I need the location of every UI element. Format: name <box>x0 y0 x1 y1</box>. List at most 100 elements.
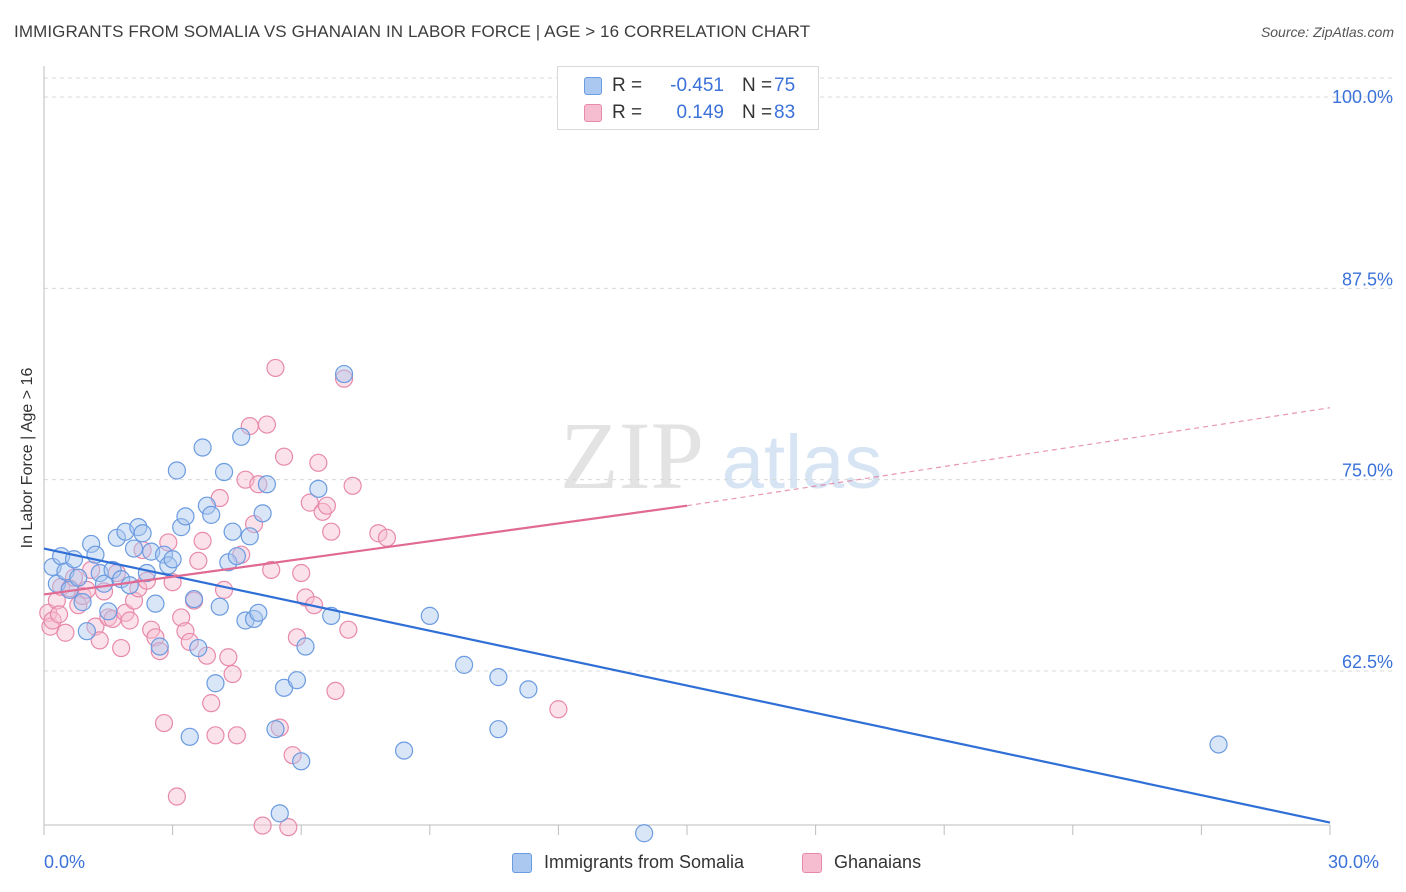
ghanaians-point <box>300 493 319 512</box>
gridlines <box>44 77 1392 672</box>
ghanaians-point <box>343 476 362 495</box>
somalia-point <box>154 545 174 564</box>
somalia-point <box>232 427 251 446</box>
series-swatch-blue <box>512 852 532 873</box>
ghanaians-point <box>339 620 358 639</box>
somalia-point <box>202 505 221 524</box>
somalia-point <box>77 622 96 641</box>
trend-lines <box>43 407 1331 824</box>
x-tick-label-max: 30.0% <box>1328 852 1380 872</box>
somalia-point <box>120 576 139 595</box>
somalia-point <box>249 603 268 622</box>
somalia-point <box>223 522 242 541</box>
ghanaians-point <box>56 623 75 642</box>
ghanaians-point <box>326 681 345 700</box>
ghanaians-point <box>150 642 169 661</box>
somalia-point <box>635 824 654 843</box>
somalia-point <box>73 593 92 612</box>
ghanaians-point <box>49 605 69 624</box>
somalia-point <box>124 539 144 558</box>
legend-r-value: -0.451 <box>670 75 724 96</box>
series-swatch-pink <box>802 852 822 873</box>
ghanaians-point <box>292 563 311 583</box>
ghanaians-point <box>120 611 139 630</box>
ghanaians-point <box>172 608 191 627</box>
ghanaians-point <box>257 415 277 434</box>
legend-row-somalia: R = -0.451 N = 75 <box>584 73 795 99</box>
somalia-point <box>240 527 259 546</box>
ghanaians-point <box>86 617 105 636</box>
legend-r-label: R = <box>612 102 643 123</box>
somalia-point <box>334 364 354 384</box>
ghanaians-point <box>193 531 212 550</box>
somalia-point <box>214 462 234 482</box>
axes <box>43 66 1331 835</box>
chart-source: Source: ZipAtlas.com <box>1260 24 1394 40</box>
somalia-point <box>163 550 182 569</box>
ghanaians-point <box>549 700 568 719</box>
somalia-trend-line <box>43 547 1331 824</box>
ghanaians-point <box>253 816 272 835</box>
somalia-point <box>266 720 285 739</box>
ghanaians-point <box>334 369 354 388</box>
ghanaians-point <box>322 522 341 541</box>
legend-r-label: R = <box>612 75 643 96</box>
series-legend: Immigrants from Somalia Ghanaians <box>0 852 1406 878</box>
somalia-points <box>43 364 1228 843</box>
somalia-point <box>292 752 311 771</box>
chart-title: IMMIGRANTS FROM SOMALIA VS GHANAIAN IN L… <box>14 22 811 41</box>
legend-n-label: N = <box>742 75 773 96</box>
watermark-zip: ZIP <box>560 402 704 509</box>
y-tick-label: 75.0% <box>1342 461 1393 481</box>
somalia-point <box>172 518 191 537</box>
somalia-point <box>133 524 152 543</box>
ghanaians-point <box>167 787 186 806</box>
somalia-point <box>167 461 186 480</box>
ghanaians-point <box>227 726 246 745</box>
ghanaians-trend-line <box>43 504 688 596</box>
ghanaians-point <box>154 713 174 733</box>
somalia-point <box>184 589 204 609</box>
legend-r-value: 0.149 <box>676 102 724 123</box>
somalia-point <box>287 671 307 690</box>
y-tick-labels: 62.5% 75.0% 87.5% 100.0% <box>1332 87 1393 672</box>
somalia-point <box>210 597 229 616</box>
somalia-point <box>94 574 114 593</box>
correlation-legend: R = -0.451 N = 75 R = 0.149 N = 83 <box>557 66 819 130</box>
ghanaians-point <box>214 580 234 599</box>
ghanaians-point <box>377 528 397 547</box>
somalia-point <box>394 741 414 760</box>
x-tick-label-min: 0.0% <box>44 852 86 872</box>
legend-row-ghanaians: R = 0.149 N = 83 <box>584 100 795 126</box>
somalia-point <box>189 638 208 658</box>
somalia-point <box>253 504 272 523</box>
ghanaians-point <box>112 638 131 658</box>
legend-n-value: 83 <box>774 102 796 123</box>
somalia-point <box>420 606 439 625</box>
somalia-point <box>180 727 199 746</box>
watermark: ZIP atlas <box>560 402 882 509</box>
ghanaians-point <box>219 648 238 667</box>
somalia-point <box>257 475 277 494</box>
somalia-point <box>454 655 474 674</box>
legend-n-value: 75 <box>774 75 796 96</box>
legend-swatch-blue <box>584 77 602 95</box>
ghanaians-point <box>176 622 195 641</box>
somalia-point <box>227 547 246 566</box>
ghanaians-point <box>274 447 294 466</box>
legend-swatch-pink <box>584 104 602 122</box>
ghanaians-point <box>279 818 298 837</box>
ghanaians-point <box>317 496 337 515</box>
legend-n-label: N = <box>742 102 773 123</box>
ghanaians-point <box>266 358 285 378</box>
ghanaians-point <box>309 453 328 472</box>
series-label-somalia: Immigrants from Somalia <box>544 852 745 872</box>
ghanaians-point <box>206 726 225 745</box>
somalia-point <box>69 568 88 587</box>
ghanaians-point <box>146 628 165 647</box>
somalia-point <box>489 720 508 739</box>
ghanaians-point <box>369 524 388 543</box>
y-tick-label: 62.5% <box>1342 652 1393 672</box>
somalia-point <box>296 637 315 656</box>
